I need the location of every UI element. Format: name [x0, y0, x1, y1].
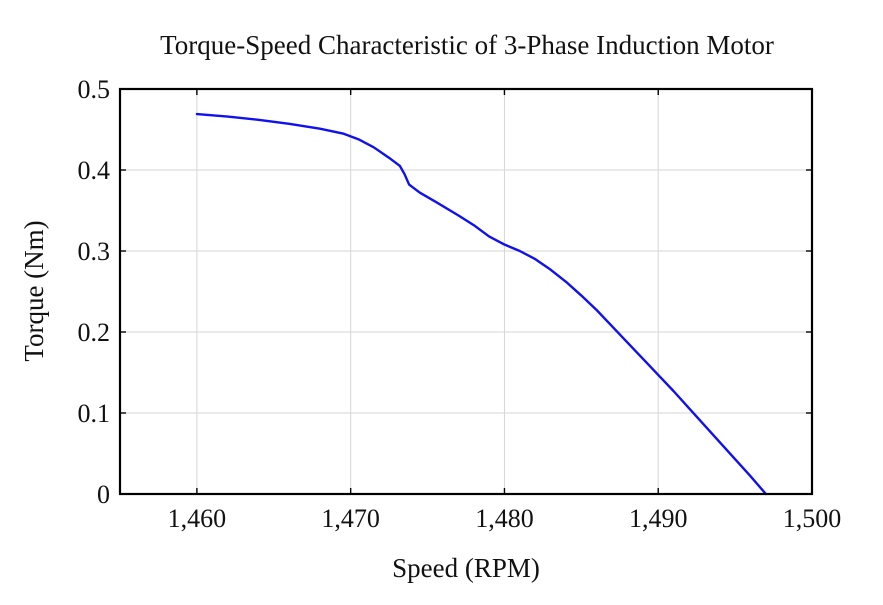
- x-tick-label: 1,460: [168, 504, 227, 533]
- x-tick-label: 1,470: [321, 504, 380, 533]
- x-axis-tick-labels: 1,460 1,470 1,480 1,490 1,500: [168, 504, 842, 533]
- x-tick-label: 1,490: [629, 504, 688, 533]
- y-tick-label: 0: [97, 480, 110, 509]
- axis-ticks: [120, 88, 813, 495]
- y-tick-label: 0.3: [78, 237, 111, 266]
- y-tick-label: 0.1: [78, 399, 111, 428]
- chart-title: Torque-Speed Characteristic of 3-Phase I…: [160, 30, 774, 60]
- plot-area: [195, 112, 768, 496]
- x-tick-label: 1,480: [475, 504, 534, 533]
- y-axis-tick-labels: 0 0.1 0.2 0.3 0.4 0.5: [78, 75, 111, 509]
- y-tick-label: 0.4: [78, 156, 111, 185]
- x-axis-label: Speed (RPM): [392, 553, 540, 583]
- y-axis-label: Torque (Nm): [19, 220, 49, 361]
- y-tick-label: 0.2: [78, 318, 111, 347]
- x-tick-label: 1,500: [783, 504, 842, 533]
- torque-series-line: [195, 112, 768, 496]
- y-tick-label: 0.5: [78, 75, 111, 104]
- plot-frame: [118, 87, 814, 496]
- grid-lines: [120, 88, 813, 495]
